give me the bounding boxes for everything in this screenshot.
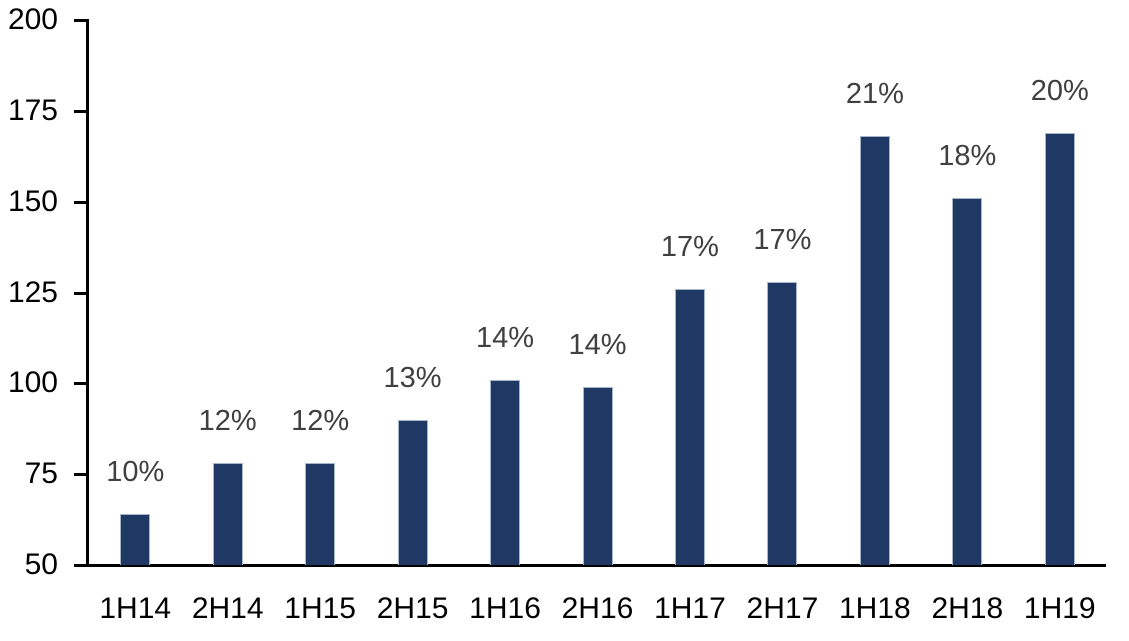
bar-value-label: 18% bbox=[938, 140, 997, 173]
bar bbox=[397, 419, 428, 565]
y-axis-tick-label: 75 bbox=[24, 457, 58, 491]
bar bbox=[120, 514, 151, 565]
bar-value-label: 10% bbox=[106, 456, 165, 489]
bar bbox=[767, 281, 798, 565]
x-axis-tick-label: 2H15 bbox=[376, 592, 449, 625]
y-axis-tick bbox=[74, 109, 89, 113]
y-axis-tick bbox=[74, 291, 89, 295]
x-axis-tick-label: 1H17 bbox=[654, 592, 726, 625]
x-axis-line bbox=[86, 564, 1106, 567]
bar bbox=[1044, 132, 1075, 565]
x-axis-tick-label: 2H14 bbox=[191, 592, 264, 625]
bar-value-label: 13% bbox=[383, 361, 442, 394]
y-axis-tick-label: 175 bbox=[7, 93, 58, 127]
x-axis-tick-label: 1H16 bbox=[469, 592, 541, 625]
y-axis-tick-label: 100 bbox=[7, 366, 58, 400]
bar-value-label: 17% bbox=[660, 230, 719, 263]
y-axis-tick bbox=[74, 473, 89, 477]
x-axis-tick-label: 1H15 bbox=[284, 592, 356, 625]
y-axis-tick-label: 200 bbox=[7, 3, 58, 36]
x-axis-tick-label: 2H16 bbox=[561, 592, 634, 625]
bar-value-label: 14% bbox=[476, 321, 535, 354]
bar bbox=[859, 136, 890, 565]
x-axis-tick-label: 2H18 bbox=[931, 592, 1004, 625]
y-axis-tick-label: 150 bbox=[7, 184, 58, 218]
x-axis-tick-label: 1H14 bbox=[99, 592, 172, 625]
x-axis-tick-label: 1H18 bbox=[838, 592, 911, 625]
y-axis-tick bbox=[74, 200, 89, 204]
bar bbox=[490, 379, 521, 565]
y-axis-tick bbox=[74, 564, 89, 567]
x-axis-tick-label: 1H19 bbox=[1023, 592, 1096, 625]
bar-value-label: 17% bbox=[753, 223, 812, 256]
y-axis-tick bbox=[74, 19, 89, 22]
y-axis-tick-label: 50 bbox=[24, 548, 58, 581]
bar-value-label: 21% bbox=[845, 78, 904, 111]
bar bbox=[952, 198, 983, 565]
y-axis-tick bbox=[74, 382, 89, 386]
bar bbox=[305, 463, 336, 565]
bar bbox=[212, 463, 243, 565]
bar-value-label: 14% bbox=[568, 328, 627, 361]
bar bbox=[582, 386, 613, 565]
y-axis-tick-label: 125 bbox=[7, 275, 58, 309]
bar-value-label: 12% bbox=[198, 405, 257, 438]
bar-value-label: 20% bbox=[1030, 74, 1089, 107]
bar-value-label: 12% bbox=[291, 405, 350, 438]
x-axis-tick-label: 2H17 bbox=[746, 592, 819, 625]
bar bbox=[674, 288, 705, 565]
